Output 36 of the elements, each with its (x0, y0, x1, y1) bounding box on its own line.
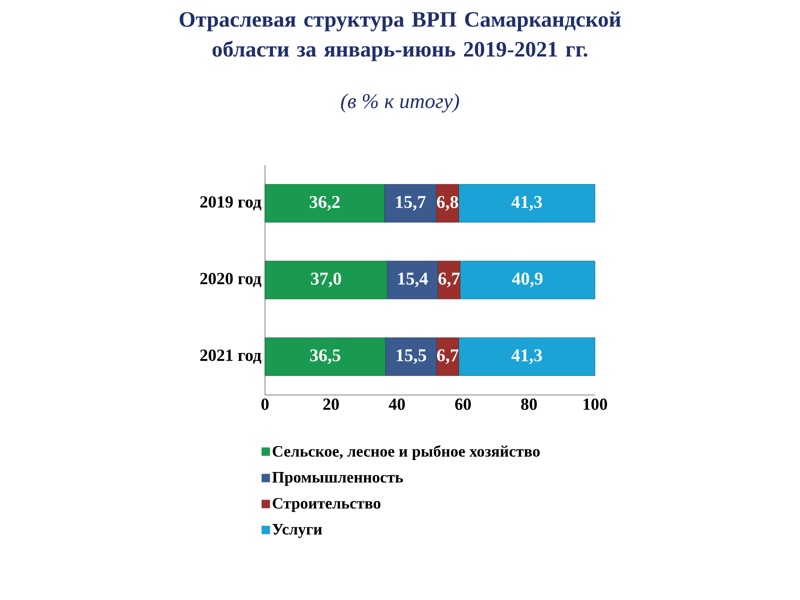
data-label: 15,5 (396, 349, 426, 364)
legend-label: Сельское, лесное и рыбное хозяйство (272, 445, 540, 460)
data-label: 15,4 (398, 272, 428, 288)
legend-label: Строительство (272, 498, 380, 512)
bar (385, 337, 437, 376)
y-tick-label: 2021 год (200, 350, 262, 364)
y-tick-label: 2020 год (200, 272, 262, 288)
bar (460, 260, 596, 300)
chart-title: Отраслевая структура ВРП Самаркандской области за январь-июнь 2019-2021 гг. (180, 12, 621, 62)
x-tick-label: 80 (521, 398, 537, 410)
data-label: 37,0 (311, 272, 342, 288)
legend-label: Промышленность (272, 472, 403, 486)
data-label: 6,7 (438, 272, 460, 288)
x-tick-label: 20 (323, 398, 339, 410)
legend-label: Услуги (272, 524, 322, 538)
data-label: 6,8 (436, 196, 458, 211)
data-label: 41,3 (511, 196, 542, 211)
x-tick-label: 40 (388, 398, 405, 410)
data-label: 6,7 (437, 349, 458, 364)
bar (264, 260, 388, 300)
x-tick-label: 0 (261, 398, 269, 410)
data-label: 36,2 (310, 196, 340, 211)
data-label: 36,5 (310, 349, 340, 364)
data-label: 15,7 (396, 196, 426, 211)
x-tick-label: 100 (584, 398, 608, 410)
bar (384, 184, 436, 223)
y-tick-label: 2019 год (200, 196, 262, 210)
bar (458, 337, 596, 376)
bar (264, 184, 385, 223)
data-label: 40,9 (512, 272, 543, 288)
data-label: 41,3 (511, 349, 542, 364)
bar (458, 184, 596, 223)
bar (386, 260, 438, 300)
chart-subtitle: (в % к итогу) (341, 94, 460, 113)
x-tick-label: 60 (455, 398, 471, 410)
bar (264, 337, 386, 376)
